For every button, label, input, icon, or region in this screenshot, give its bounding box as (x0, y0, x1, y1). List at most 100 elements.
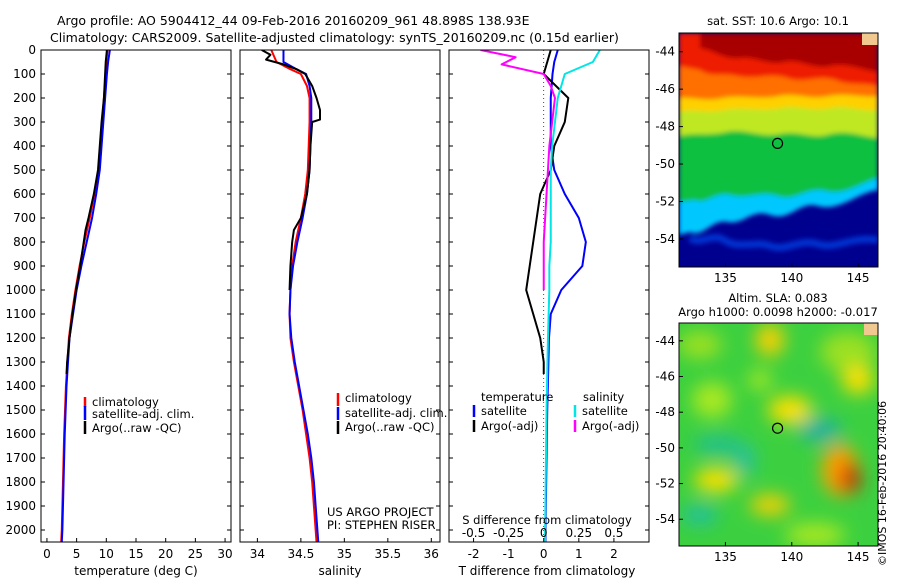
sst-lat-ticks: -44 -46 -48 -50 -52 -54 (655, 45, 683, 246)
x-tick-label: 35.5 (374, 547, 401, 561)
depth-tick-label: 700 (13, 211, 36, 225)
depth-tick-label: 1200 (5, 331, 36, 345)
legend-t-satellite-label: satellite (481, 404, 527, 418)
x-tick-label: 20 (158, 547, 173, 561)
x-tick-label: 35 (337, 547, 352, 561)
x-tick-label: 1 (575, 547, 583, 561)
lat-tick-label: -48 (655, 120, 675, 134)
legend-temperature-title: temperature (481, 390, 553, 404)
t-diff-x-ticks: -2 -1 0 1 2 (468, 538, 618, 561)
depth-tick-label: 1700 (5, 451, 36, 465)
lon-tick-label: 135 (714, 550, 737, 564)
depth-tick-label: 1100 (5, 307, 36, 321)
sst-map: sat. SST: 10.6 Argo: 10.1 135 140 145 -44 -… (655, 14, 879, 285)
difference-panel: -2 -1 0 1 2 -0.5 -0.25 0 0.25 0.5 S difference f… (448, 49, 650, 578)
depth-tick-label: 300 (13, 115, 36, 129)
depth-tick-label: 900 (13, 259, 36, 273)
sla-map-title-line2: Argo h1000: 0.0098 h2000: -0.017 (678, 305, 878, 319)
lat-tick-label: -50 (655, 157, 675, 171)
temperature-legend: climatology satellite-adj. clim. Argo(..… (83, 395, 194, 435)
sla-field (679, 323, 878, 546)
sla-map-title-line1: Altim. SLA: 0.083 (728, 291, 827, 305)
argo-location-marker (771, 137, 784, 150)
temperature-xlabel: temperature (deg C) (74, 564, 197, 578)
temperature-x-ticks: 0 5 10 15 20 25 30 (43, 538, 233, 561)
salinity-legend: climatology satellite-adj. clim. Argo(..… (336, 391, 447, 434)
depth-tick-label: 600 (13, 187, 36, 201)
lat-tick-label: -52 (655, 477, 675, 491)
x-tick-label: 36 (424, 547, 439, 561)
depth-ticks: 0 100 200 300 400 500 600 700 800 900 1000 1100 1200… (5, 43, 649, 537)
project-annotation: US ARGO PROJECT (327, 505, 435, 519)
depth-tick-label: 1400 (5, 379, 36, 393)
difference-lines (480, 50, 601, 542)
difference-temperature-argo-adj-line (525, 50, 570, 374)
x-tick-label: 0 (540, 547, 548, 561)
t-diff-xlabel: T difference from climatology (458, 564, 636, 578)
header-line1: Argo profile: AO 5904412_44 09-Feb-2016 … (57, 13, 530, 28)
sst-lon-ticks: 135 140 145 (714, 263, 870, 285)
x-tick-label: -2 (468, 547, 480, 561)
legend-climatology-label: climatology (92, 395, 159, 409)
sla-land (864, 323, 878, 335)
top-tick-label: 0 (540, 526, 548, 540)
lon-tick-label: 140 (780, 271, 803, 285)
salinity-axes-frame (239, 49, 441, 543)
salinity-panel: 34 34.5 35 35.5 36 salinity climatology sate… (239, 49, 447, 578)
salinity-x-ticks: 34 34.5 35 35.5 36 (250, 538, 439, 561)
lat-tick-label: -44 (655, 45, 675, 59)
temperature-panel: 0100200300400500600700800900100011001200… (5, 43, 649, 578)
top-tick-label: -0.25 (493, 526, 524, 540)
x-tick-label: 30 (217, 547, 232, 561)
x-tick-label: 15 (128, 547, 143, 561)
lon-tick-label: 140 (780, 550, 803, 564)
x-tick-label: 5 (73, 547, 81, 561)
x-tick-label: 2 (610, 547, 618, 561)
lon-tick-label: 145 (847, 550, 870, 564)
depth-tick-label: 500 (13, 163, 36, 177)
legend-argo-label: Argo(..raw -QC) (92, 421, 182, 435)
difference-salinity-satellite-line (544, 50, 601, 542)
x-tick-label: 34.5 (288, 547, 315, 561)
legend-argo-label: Argo(..raw -QC) (345, 420, 435, 434)
top-tick-label: 0.25 (565, 526, 592, 540)
lat-tick-label: -46 (655, 370, 675, 384)
salinity-argo-raw-qc-line (261, 50, 321, 291)
depth-tick-label: 400 (13, 139, 36, 153)
depth-tick-label: 800 (13, 235, 36, 249)
x-tick-label: 25 (188, 547, 203, 561)
depth-tick-label: 200 (13, 91, 36, 105)
lat-tick-label: -50 (655, 441, 675, 455)
sla-lat-ticks: -44 -46 -48 -50 -52 -54 (655, 334, 683, 526)
sst-field (679, 33, 878, 267)
s-diff-top-ticks: -0.5 -0.25 0 0.25 0.5 (462, 526, 624, 540)
depth-tick-label: 1900 (5, 499, 36, 513)
temperature-argo-raw-qc-line (65, 50, 108, 375)
sst-land (862, 33, 878, 45)
x-tick-label: 0 (43, 547, 51, 561)
sst-map-title: sat. SST: 10.6 Argo: 10.1 (707, 14, 849, 28)
x-tick-label: 10 (99, 547, 114, 561)
depth-tick-label: 1800 (5, 475, 36, 489)
difference-legend: temperature satellite Argo(-adj) salinit… (472, 390, 639, 433)
s-diff-label: S difference from climatology (462, 513, 632, 527)
top-tick-label: -0.5 (462, 526, 485, 540)
x-tick-label: 34 (250, 547, 265, 561)
depth-tick-label: 100 (13, 67, 36, 81)
legend-satellite-label: satellite-adj. clim. (345, 406, 447, 420)
legend-climatology-label: climatology (345, 391, 412, 405)
salinity-satellite-adj-clim-line (282, 50, 320, 542)
lat-tick-label: -46 (655, 82, 675, 96)
legend-satellite-label: satellite-adj. clim. (92, 407, 194, 421)
salinity-lines (261, 50, 321, 542)
top-tick-label: 0.5 (604, 526, 623, 540)
temperature-axes-frame (40, 49, 232, 543)
lat-tick-label: -44 (655, 334, 675, 348)
depth-tick-label: 0 (28, 43, 36, 57)
lat-tick-label: -48 (655, 405, 675, 419)
depth-tick-label: 1500 (5, 403, 36, 417)
lat-tick-label: -52 (655, 194, 675, 208)
temperature-lines (60, 50, 111, 542)
legend-salinity-title: salinity (583, 390, 624, 404)
